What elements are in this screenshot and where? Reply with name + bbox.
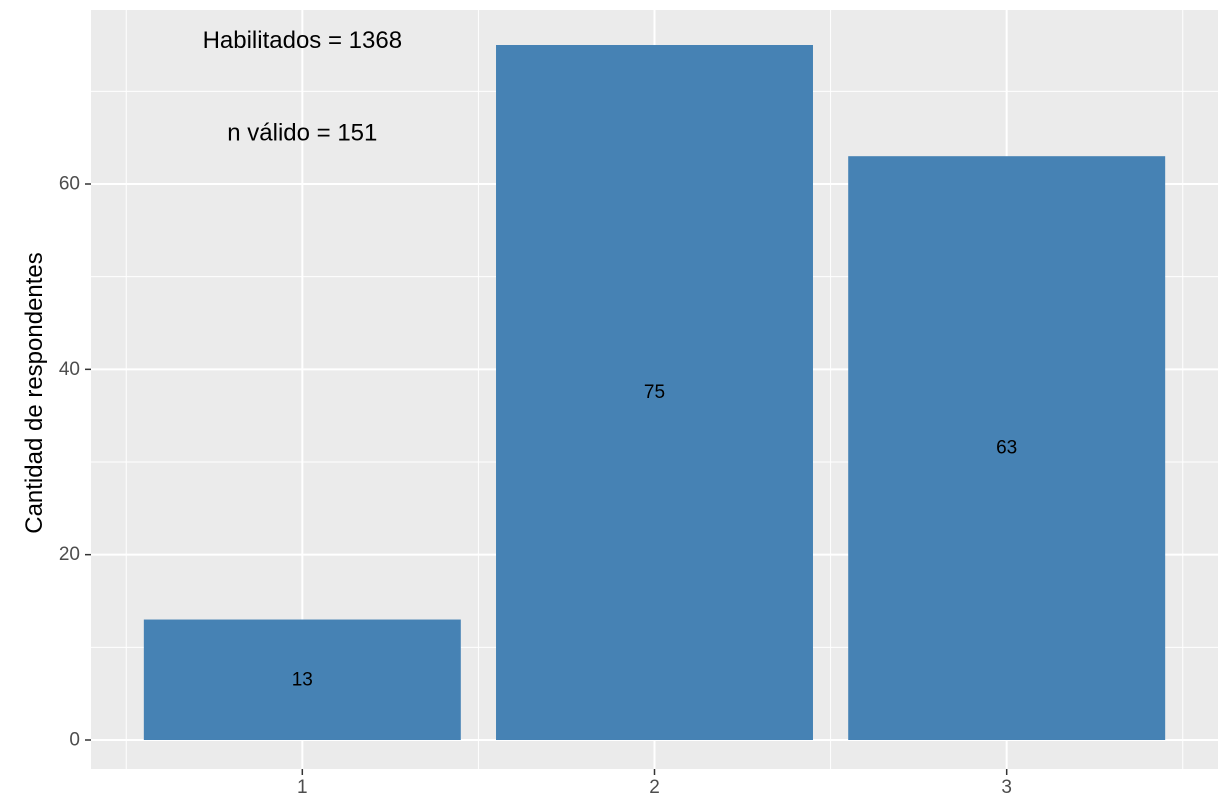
x-tick-label: 3: [1001, 777, 1012, 798]
y-tick-label: 0: [69, 730, 80, 751]
annotation-text: n válido = 151: [227, 120, 377, 147]
x-tick-label: 2: [649, 777, 660, 798]
bar-value-label: 13: [292, 669, 313, 690]
annotation-text: Habilitados = 1368: [203, 27, 402, 54]
y-tick-label: 60: [59, 174, 80, 195]
x-axis: 1 2 3: [297, 769, 1012, 798]
bar-value-labels: 13 75 63: [292, 382, 1018, 690]
bar-2: [496, 45, 813, 740]
bar-1: [143, 619, 461, 740]
x-tick-label: 1: [297, 777, 308, 798]
y-axis-title: Cantidad de respondentes: [21, 252, 48, 534]
annotations: Habilitados = 1368 n válido = 151: [203, 27, 402, 147]
bar-value-label: 63: [996, 438, 1017, 459]
y-axis: 0 20 40 60: [59, 174, 91, 751]
bar-value-label: 75: [644, 382, 665, 403]
bars: [143, 45, 1166, 740]
y-tick-label: 20: [59, 544, 80, 565]
y-tick-label: 40: [59, 359, 80, 380]
bar-3: [848, 156, 1166, 740]
